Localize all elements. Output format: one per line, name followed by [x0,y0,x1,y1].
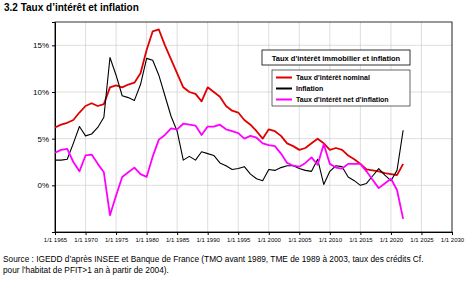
x-tick-mark [208,232,209,235]
x-tick: 1/1 1995 [227,232,251,243]
x-tick-label: 1/1 1995 [227,237,251,243]
x-tick-mark [330,232,331,235]
series-line [55,124,403,219]
legend-swatch [276,88,292,90]
x-tick-mark [116,232,117,235]
source-note: pour l’habitat de PFIT>1 an à partir de … [3,265,169,275]
x-tick-label: 1/1 1990 [197,237,221,243]
plot-background [55,22,452,232]
y-tick-mark [52,45,55,46]
grid-line-x [177,22,178,232]
x-tick: 1/1 2000 [258,232,282,243]
series-line [55,57,403,185]
title: 3.2 Taux d’intérêt et inflation [4,2,139,13]
x-tick: 1/1 1985 [166,232,190,243]
x-tick-label: 1/1 2000 [258,237,282,243]
x-tick-mark [177,232,178,235]
grid [55,22,452,232]
x-tick-mark [299,232,300,235]
legend-swatch [276,77,292,79]
x-axis: 1/1 1965 1/1 1970 1/1 1975 1/1 1980 1/1 1985… [44,232,465,243]
x-tick-label: 1/1 1980 [135,237,159,243]
x-tick-label: 1/1 2010 [319,237,343,243]
x-tick-mark [391,232,392,235]
y-tick: 15% [33,41,55,50]
x-tick-mark [147,232,148,235]
x-tick: 1/1 2025 [410,232,434,243]
x-tick-label: 1/1 1970 [74,237,98,243]
legend-box [272,70,410,106]
x-tick-label: 1/1 1985 [166,237,190,243]
x-tick-mark [360,232,361,235]
x-tick: 1/1 2020 [380,232,404,243]
x-tick-label: 1/1 2025 [410,237,434,243]
x-tick-mark [86,232,87,235]
x-tick: 1/1 1980 [135,232,159,243]
x-tick-label: 1/1 2005 [288,237,312,243]
grid-line-y [55,138,452,139]
x-tick-label: 1/1 2015 [349,237,373,243]
series-group [55,29,403,218]
x-tick-label: 1/1 1965 [44,237,68,243]
x-tick-label: 1/1 2020 [380,237,404,243]
legend-title: Taux d'intérêt immobilier et inflation [272,54,401,63]
y-tick-label: 10% [33,88,49,97]
legend-swatch [276,99,292,101]
y-tick-label: 5% [37,135,49,144]
y-axis: 0% 5% 10% 15% [33,23,56,233]
x-tick: 1/1 1990 [197,232,221,243]
y-tick: 0% [37,181,55,190]
x-tick-label: 1/1 2030 [441,237,465,243]
grid-line-x [238,22,239,232]
x-tick: 1/1 1965 [44,232,68,243]
x-tick-mark [238,232,239,235]
y-tick-label: 0% [37,181,49,190]
y-tick: 5% [37,135,55,144]
x-tick: 1/1 2005 [288,232,312,243]
x-tick: 1/1 2010 [319,232,343,243]
chart: 3.2 Taux d’intérêt et inflation1/1 19651… [0,0,474,287]
grid-line-x [85,22,86,232]
x-tick: 1/1 2015 [349,232,373,243]
y-tick: 10% [33,88,55,97]
grid-line-x [116,22,117,232]
x-axis-line [56,233,453,236]
source-note: Source : IGEDD d’après INSEE et Banque d… [3,254,423,264]
grid-line-x [421,22,422,232]
grid-line-y [55,185,452,186]
legend-title-box [262,50,410,65]
legend-label: Taux d'intérêt nominal [296,74,370,81]
legend-label: Inflation [296,85,323,92]
x-tick-mark [421,232,422,235]
x-tick-mark [269,232,270,235]
x-tick: 1/1 1975 [105,232,129,243]
x-tick-label: 1/1 1975 [105,237,129,243]
y-tick-label: 15% [33,41,49,50]
plot-frame [55,22,452,232]
grid-line-y [55,45,452,46]
x-tick: 1/1 2030 [441,232,465,243]
y-tick-mark [52,92,55,93]
x-tick: 1/1 1970 [74,232,98,243]
y-tick-mark [52,139,55,140]
legend-label: Taux d'intérêt net d'inflation [296,96,389,103]
legend: Taux d'intérêt immobilier et inflation Ta… [262,50,410,106]
x-tick-mark [452,232,453,235]
y-tick-mark [52,185,55,186]
